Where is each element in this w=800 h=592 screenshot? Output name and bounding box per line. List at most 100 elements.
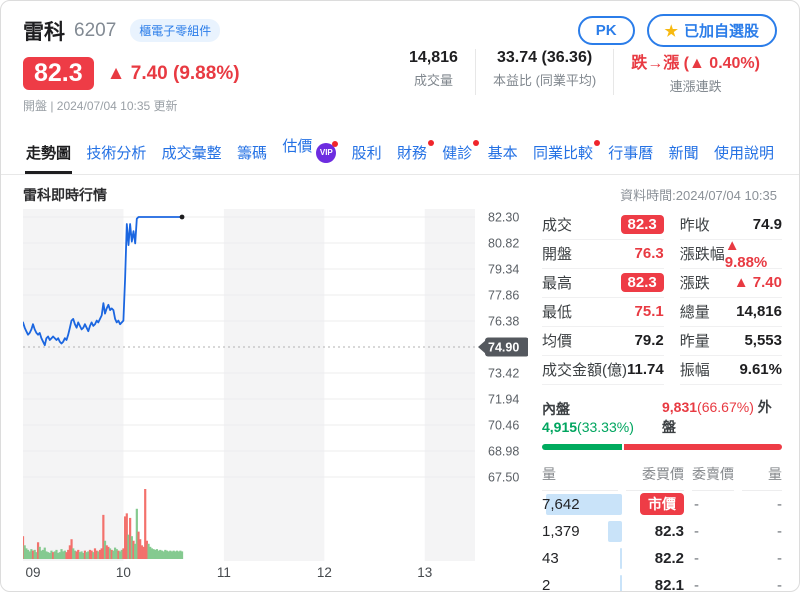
- ask-price[interactable]: -: [694, 576, 699, 592]
- notification-dot: [427, 139, 434, 146]
- tab-同業比較[interactable]: 同業比較: [532, 134, 600, 174]
- watchlist-button-label: 已加自選股: [683, 23, 759, 40]
- stat-streak-label: 連漲連跌: [669, 79, 722, 94]
- stat-pe-value: 33.74 (36.36): [497, 49, 593, 66]
- quote-value: 79.2: [634, 332, 664, 349]
- outer-pct: (66.67%): [697, 398, 754, 415]
- quote-row-最高: 最高 82.3: [542, 269, 664, 298]
- bid-depth-bar: [620, 574, 622, 591]
- quote-summary: 成交 82.3 開盤 76.3 最高 82.3 最低 75.1 均價 79.2 成交金額(億) 11.…: [542, 211, 782, 385]
- bid-depth-bar: [608, 520, 622, 542]
- bid-qty[interactable]: 7,642: [542, 491, 622, 518]
- ask-qty[interactable]: -: [777, 576, 782, 592]
- svg-text:70.46: 70.46: [488, 418, 519, 432]
- svg-text:11: 11: [217, 565, 231, 580]
- vip-badge: VIP: [316, 140, 339, 163]
- svg-text:82.30: 82.30: [488, 210, 519, 224]
- watchlist-button[interactable]: ★ 已加自選股: [646, 14, 777, 47]
- quote-value: 14,816: [736, 303, 782, 320]
- svg-text:73.42: 73.42: [488, 366, 519, 380]
- quote-label: 均價: [542, 333, 573, 350]
- inner-bar-segment: [542, 443, 622, 450]
- quote-label: 開盤: [542, 246, 573, 263]
- content: 雷科即時行情 資料時間:2024/07/04 10:35 82.30 80.82 7…: [1, 175, 799, 592]
- stat-pe-ratio: 33.74 (36.36) 本益比 (同業平均): [474, 49, 613, 95]
- svg-text:67.50: 67.50: [488, 470, 519, 484]
- quote-row-漲跌幅: 漲跌幅 ▲ 9.88%: [679, 236, 782, 271]
- data-timestamp: 資料時間:2024/07/04 10:35: [620, 188, 777, 203]
- pk-button-label: PK: [595, 22, 617, 39]
- stat-volume-label: 成交量: [413, 73, 453, 88]
- ask-price[interactable]: -: [694, 495, 699, 513]
- quote-row-均價: 均價 79.2: [542, 327, 664, 356]
- bid-qty[interactable]: 1,379: [542, 518, 622, 545]
- quote-row-昨量: 昨量 5,553: [679, 327, 782, 356]
- quote-label: 漲跌: [679, 275, 710, 292]
- market-category-tag[interactable]: 櫃電子零組件: [130, 19, 221, 42]
- tab-財務[interactable]: 財務: [396, 134, 434, 174]
- pk-button[interactable]: PK: [577, 16, 635, 45]
- inner-outer-section: 內盤 4,915(33.33%) 9,831(66.67%) 外盤: [542, 397, 782, 450]
- stat-streak: 跌→漲 (▲ 0.40%) 連漲連跌: [613, 49, 777, 95]
- quote-value: ▲ 7.40: [733, 274, 782, 291]
- ask-qty[interactable]: -: [777, 549, 782, 567]
- quote-row-成交: 成交 82.3: [542, 211, 664, 240]
- stat-volume-value: 14,816: [409, 49, 458, 66]
- tab-走勢圖[interactable]: 走勢圖: [25, 134, 73, 174]
- tab-行事曆[interactable]: 行事曆: [608, 144, 654, 162]
- svg-text:12: 12: [317, 565, 332, 580]
- tab-bar: 走勢圖 技術分析 成交彙整 籌碼 估價 VIP 股利 財務 健診 基本 同業比較 行事曆 新聞 使用說明: [1, 127, 799, 175]
- outer-bar-segment: [623, 443, 782, 450]
- update-status-line: 開盤 | 2024/07/04 10:35 更新: [23, 99, 178, 113]
- quote-row-振幅: 振幅 9.61%: [679, 356, 782, 385]
- stock-name: 雷科: [23, 20, 65, 44]
- bid-qty[interactable]: 43: [542, 545, 622, 572]
- stat-pe-label: 本益比 (同業平均): [492, 73, 597, 88]
- header-stats: 14,816 成交量 33.74 (36.36) 本益比 (同業平均) 跌→漲 …: [392, 49, 777, 95]
- tab-使用說明[interactable]: 使用說明: [713, 144, 774, 162]
- ask-qty[interactable]: -: [777, 495, 782, 513]
- bid-price[interactable]: 82.1: [654, 576, 684, 592]
- quote-label: 振幅: [679, 362, 710, 379]
- chart-column: 82.30 80.82 79.34 77.86 76.38 74.90 73.42 71.94…: [21, 208, 529, 592]
- intraday-chart[interactable]: 82.30 80.82 79.34 77.86 76.38 74.90 73.42 71.94…: [21, 208, 529, 587]
- inner-label: 內盤: [542, 400, 570, 417]
- inner-value: 4,915: [542, 418, 578, 435]
- tab-健診[interactable]: 健診: [441, 134, 480, 174]
- bid-price[interactable]: 市價: [626, 491, 684, 518]
- ask-price[interactable]: -: [694, 522, 699, 540]
- svg-text:71.94: 71.94: [488, 392, 519, 406]
- tab-成交彙整[interactable]: 成交彙整: [161, 144, 222, 162]
- quote-value: 11.74: [627, 361, 664, 378]
- tab-股利[interactable]: 股利: [351, 144, 382, 162]
- bid-qty[interactable]: 2: [542, 572, 622, 591]
- tab-估價[interactable]: 估價 VIP: [281, 127, 339, 174]
- svg-text:09: 09: [25, 565, 40, 580]
- quote-label: 昨量: [679, 333, 710, 350]
- tab-基本[interactable]: 基本: [487, 144, 518, 162]
- quote-label: 漲跌幅: [679, 246, 725, 263]
- svg-text:77.86: 77.86: [488, 288, 519, 302]
- quote-value: ▲ 9.88%: [724, 236, 768, 271]
- svg-text:10: 10: [116, 565, 131, 580]
- order-book: 量委買價 委賣價量 7,642 市價 - -1,379 82.3- -43 82.2- -2 82.…: [542, 460, 782, 592]
- ask-price[interactable]: -: [694, 549, 699, 567]
- quote-label: 總量: [679, 304, 710, 321]
- svg-text:13: 13: [417, 565, 432, 580]
- star-icon: ★: [664, 22, 678, 40]
- quote-label: 成交金額(億): [542, 362, 627, 379]
- price-change: ▲ 7.40 (9.88%): [106, 62, 240, 84]
- quote-value: 74.9: [752, 216, 782, 233]
- tab-新聞[interactable]: 新聞: [668, 144, 699, 162]
- quote-row-開盤: 開盤 76.3: [542, 240, 664, 269]
- bid-price[interactable]: 82.2: [654, 549, 684, 567]
- ask-qty[interactable]: -: [777, 522, 782, 540]
- tab-籌碼[interactable]: 籌碼: [236, 144, 267, 162]
- inner-pct: (33.33%): [577, 418, 634, 435]
- bid-price[interactable]: 82.3: [654, 522, 684, 540]
- bid-depth-bar: [620, 547, 622, 569]
- quote-label: 最高: [542, 275, 573, 292]
- tab-技術分析[interactable]: 技術分析: [86, 144, 147, 162]
- quote-value: 9.61%: [739, 361, 782, 378]
- quote-value: 76.3: [634, 245, 664, 262]
